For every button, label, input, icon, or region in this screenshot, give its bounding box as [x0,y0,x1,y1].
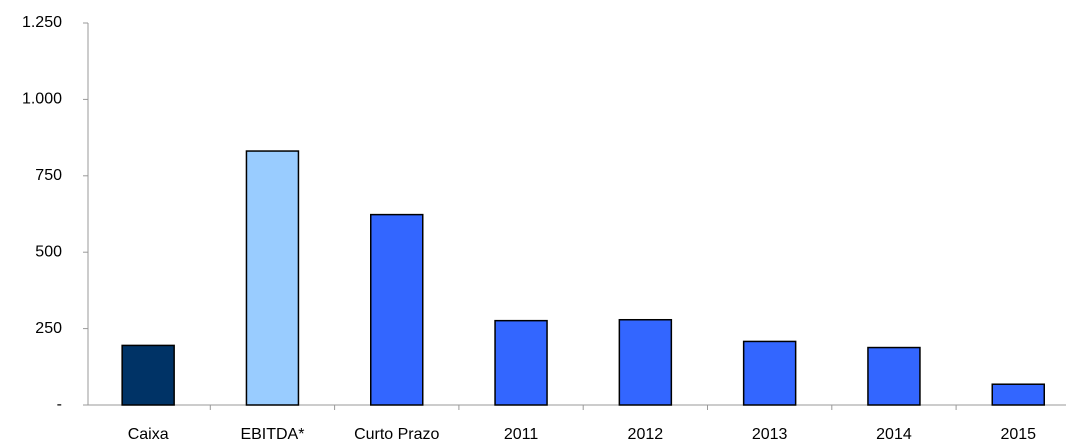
bar [742,340,797,406]
y-tick-label: 1.250 [22,14,62,31]
x-tick-label: 2014 [876,426,912,443]
x-tick-label: 2015 [1000,426,1036,443]
y-tick-label: 1.000 [22,91,62,108]
bar [618,318,673,406]
x-tick-label: 2013 [752,426,788,443]
x-tick-label: 2011 [504,426,539,443]
x-tick-label: EBITDA* [240,426,304,443]
bar [867,346,921,406]
x-tick-label: Caixa [128,426,169,443]
y-tick-label: 500 [35,243,62,260]
bar [991,383,1045,406]
x-tick-label: Curto Prazo [354,426,439,443]
y-tick-label: - [57,396,62,413]
bar [494,319,548,406]
bar [370,213,424,406]
bar [245,150,300,406]
y-tick-label: 250 [35,320,62,337]
bar [121,344,175,406]
x-tick-label: 2012 [628,426,664,443]
y-tick-label: 750 [35,167,62,184]
